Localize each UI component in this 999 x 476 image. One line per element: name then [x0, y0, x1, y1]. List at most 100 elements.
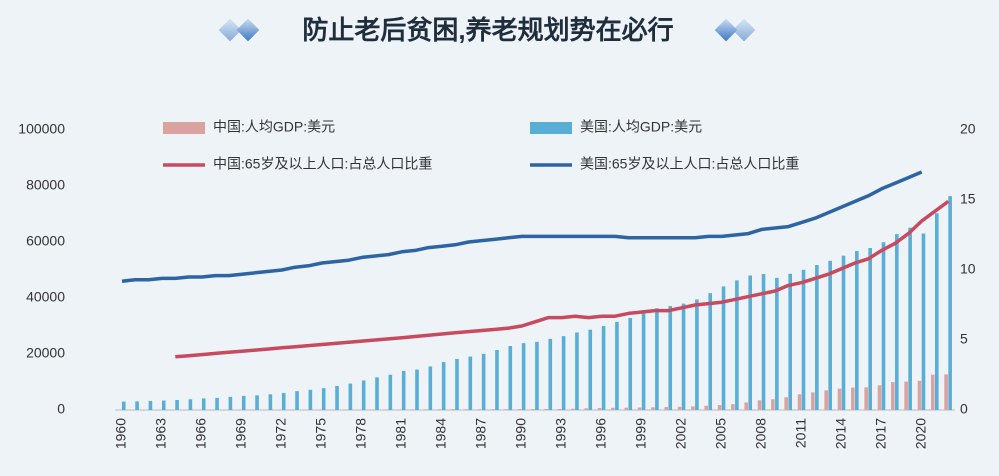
bar [148, 400, 153, 410]
bar [811, 392, 815, 410]
x-tick-label: 2017 [872, 418, 888, 449]
bar [241, 395, 246, 410]
x-tick-label: 1981 [393, 418, 409, 449]
bar [517, 409, 522, 410]
bar [761, 274, 766, 410]
x-tick-label: 2005 [712, 418, 728, 449]
bar [481, 353, 486, 410]
bar [655, 308, 659, 410]
bar [508, 346, 513, 410]
bar [637, 407, 642, 410]
bar [468, 356, 473, 410]
bar [135, 401, 139, 410]
x-tick-label: 1966 [193, 418, 209, 449]
y2-tick-label: 0 [960, 401, 968, 417]
bar [544, 408, 549, 410]
bar [428, 366, 433, 410]
bar [731, 404, 735, 410]
bar [668, 306, 673, 410]
bar [321, 388, 326, 410]
bar [615, 321, 619, 410]
bar [504, 409, 509, 410]
bar [521, 343, 526, 410]
bar [708, 293, 713, 410]
bar [851, 387, 855, 410]
bar [748, 275, 753, 410]
bar [411, 409, 415, 410]
bar [384, 409, 389, 410]
bar [641, 313, 646, 410]
legend-label: 美国:人均GDP:美元 [580, 119, 702, 135]
bar [161, 400, 166, 410]
bar [228, 396, 233, 410]
x-tick-label: 2011 [792, 418, 808, 448]
chart-title: 防止老后贫困,养老规划势在必行 [302, 15, 673, 45]
bar [735, 280, 739, 410]
bar [744, 402, 749, 410]
bar [757, 400, 762, 410]
legend-label: 中国:65岁及以上人口:占总人口比重 [213, 156, 432, 172]
bar [531, 409, 535, 410]
bar [571, 408, 575, 410]
x-tick-label: 1984 [433, 418, 449, 449]
bar [255, 395, 259, 410]
bar [877, 385, 882, 410]
legend-label: 美国:65岁及以上人口:占总人口比重 [580, 156, 799, 172]
y-tick-label: 100000 [18, 121, 65, 137]
bar [557, 408, 562, 410]
bar [441, 362, 446, 410]
x-tick-label: 1978 [353, 418, 369, 449]
x-tick-label: 1996 [592, 418, 608, 449]
bar [201, 398, 206, 410]
line [121, 170, 923, 283]
x-tick-label: 1963 [153, 418, 169, 449]
bar [695, 299, 699, 410]
x-tick-label: 1969 [233, 418, 249, 449]
bar [868, 247, 872, 410]
bar [424, 409, 429, 410]
legend-swatch [163, 122, 205, 134]
bar [677, 406, 682, 410]
y-tick-label: 20000 [26, 345, 65, 361]
bar [268, 394, 273, 410]
bar [361, 380, 366, 410]
y2-tick-label: 15 [960, 191, 976, 207]
y-tick-label: 40000 [26, 289, 65, 305]
x-tick-label: 1960 [113, 418, 129, 449]
bar [281, 392, 286, 410]
bar [588, 329, 593, 410]
bar [895, 234, 899, 410]
bar [775, 277, 779, 410]
bar [188, 399, 193, 410]
bar [335, 385, 339, 410]
bar [944, 374, 948, 410]
x-tick-label: 1990 [513, 418, 529, 449]
bar [788, 273, 792, 410]
legend-swatch [530, 122, 572, 134]
bar [308, 389, 313, 410]
bar [415, 369, 419, 410]
bar [837, 388, 842, 410]
bar [175, 399, 179, 410]
bar [477, 409, 482, 410]
bar [917, 380, 922, 410]
bar [388, 374, 393, 410]
bar [948, 196, 952, 410]
bar [535, 341, 539, 410]
bar [375, 377, 379, 410]
x-tick-label: 1975 [313, 418, 329, 449]
x-tick-label: 2014 [832, 418, 848, 449]
bar [455, 358, 459, 410]
bar [611, 407, 615, 410]
x-tick-label: 2008 [752, 418, 768, 449]
bar [801, 269, 806, 410]
x-tick-label: 1987 [473, 418, 489, 449]
x-tick-label: 1972 [273, 418, 289, 449]
bar [784, 397, 788, 410]
bar [828, 260, 832, 410]
bar [815, 265, 819, 410]
bar [797, 394, 802, 410]
bar [597, 408, 602, 410]
bar [628, 318, 633, 410]
